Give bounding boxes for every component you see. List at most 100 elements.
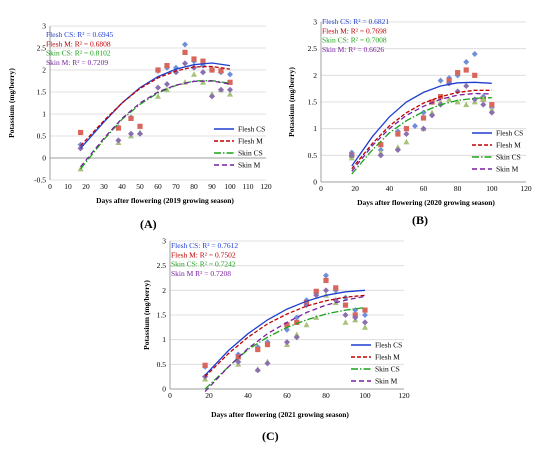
point-skin-m (137, 130, 143, 137)
point-skin-cs (362, 324, 368, 330)
point-flesh-m (463, 67, 469, 73)
point-flesh-m (155, 67, 161, 73)
point-skin-cs (454, 98, 461, 105)
point-flesh-m (182, 49, 188, 55)
point-skin-m (323, 287, 329, 294)
x-tick-label: 40 (244, 391, 252, 400)
y-tick-label: 2 (42, 66, 46, 75)
fit-line-skin-cs (204, 306, 366, 390)
point-skin-cs (227, 91, 233, 97)
point-skin-m (284, 339, 290, 346)
x-tick-label: 60 (420, 184, 428, 193)
point-skin-m (454, 88, 461, 95)
point-skin-cs (403, 138, 410, 145)
point-flesh-m (128, 115, 134, 121)
point-flesh-m (78, 129, 84, 136)
point-flesh-m (362, 307, 368, 313)
fit-line-skin-m (204, 295, 366, 392)
point-flesh-m (403, 126, 410, 132)
x-tick-label: 40 (386, 184, 394, 193)
y-tick-label: 0 (313, 178, 317, 187)
point-skin-m (377, 152, 384, 159)
point-skin-m (313, 292, 320, 299)
y-axis-label: Potassium (mg/berry) (142, 280, 151, 350)
x-tick-label: 40 (118, 182, 126, 191)
point-skin-cs (182, 79, 188, 85)
point-flesh-cs (463, 59, 470, 65)
y-tick-label: 0 (162, 385, 166, 394)
r2-annotation: Skin M R² = 0.7208 (171, 269, 231, 278)
point-flesh-m (227, 79, 233, 85)
legend-label: Skin M (496, 165, 519, 174)
point-skin-m (293, 334, 300, 341)
point-flesh-m (323, 277, 329, 284)
y-tick-label: 1 (162, 335, 166, 344)
x-tick-label: 90 (208, 182, 216, 191)
y-tick-label: 1.5 (308, 98, 318, 107)
r2-annotation: Skin M: R² = 0.6626 (322, 45, 384, 54)
legend-label: Skin M (375, 377, 398, 386)
point-skin-m (471, 96, 478, 103)
point-skin-m (235, 358, 242, 365)
x-tick-label: 80 (190, 182, 198, 191)
point-flesh-cs (323, 272, 329, 279)
point-skin-cs (480, 96, 487, 102)
point-flesh-m (395, 131, 401, 137)
fit-line-flesh-cs (351, 81, 492, 167)
point-flesh-m (235, 354, 241, 360)
point-skin-cs (155, 93, 161, 99)
point-skin-m (200, 69, 206, 76)
point-flesh-m (218, 68, 224, 74)
point-skin-m (429, 112, 436, 119)
point-flesh-m (191, 56, 197, 62)
x-axis-label: Days after flowering (2019 growing seaso… (96, 196, 234, 205)
point-flesh-cs (437, 77, 444, 84)
y-tick-label: 1 (42, 110, 46, 119)
point-flesh-m (202, 362, 208, 368)
point-skin-m (164, 81, 170, 88)
y-tick-label: 3 (162, 237, 166, 246)
point-skin-m (264, 360, 271, 367)
point-flesh-m (284, 322, 290, 328)
x-tick-label: 120 (520, 184, 532, 193)
point-skin-m (352, 314, 359, 321)
x-tick-label: 60 (283, 391, 291, 400)
point-flesh-m (313, 288, 319, 294)
point-flesh-m (115, 125, 121, 131)
fit-line-flesh-cs (80, 62, 231, 149)
point-flesh-m (342, 302, 349, 308)
point-flesh-cs (362, 312, 368, 318)
x-tick-label: 10 (64, 182, 72, 191)
legend-label: Flesh M (496, 141, 521, 150)
point-flesh-m (378, 142, 384, 148)
x-tick-label: 120 (260, 182, 272, 191)
point-skin-m (115, 137, 122, 144)
point-skin-cs (463, 101, 470, 108)
fit-line-flesh-cs (204, 289, 366, 376)
x-tick-label: 50 (136, 182, 144, 191)
x-tick-label: 30 (100, 182, 108, 191)
legend-label: Flesh CS (496, 129, 523, 138)
panel-label: (B) (412, 213, 428, 227)
x-tick-label: 100 (359, 391, 371, 400)
point-flesh-m (333, 285, 339, 291)
chart-panel-0: -0.500.511.522.530 10 20 30 40 50 60 70 80 90 100 1… (7, 22, 272, 232)
point-skin-cs (191, 71, 197, 77)
point-skin-m (394, 147, 401, 153)
point-skin-m (209, 93, 215, 100)
point-skin-m (182, 60, 188, 67)
y-tick-label: 3 (42, 22, 46, 31)
y-tick-label: 1.5 (37, 88, 47, 97)
legend-label: Flesh M (238, 137, 263, 146)
y-tick-label: -0.5 (34, 176, 46, 185)
x-tick-label: 80 (322, 391, 330, 400)
point-skin-m (362, 319, 368, 326)
point-skin-m (227, 86, 233, 93)
point-skin-m (403, 131, 410, 137)
point-skin-cs (446, 96, 453, 102)
point-skin-m (348, 152, 355, 159)
point-skin-m (191, 64, 197, 71)
point-flesh-m (420, 115, 427, 121)
point-flesh-m (264, 342, 271, 348)
